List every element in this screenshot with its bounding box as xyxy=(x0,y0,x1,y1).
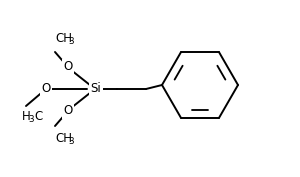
Text: 3: 3 xyxy=(68,138,74,147)
Text: 3: 3 xyxy=(68,38,74,47)
Text: O: O xyxy=(41,82,51,96)
Text: H: H xyxy=(22,110,31,122)
Text: O: O xyxy=(63,104,73,118)
Text: 3: 3 xyxy=(28,115,34,124)
Text: CH: CH xyxy=(55,33,72,45)
Text: CH: CH xyxy=(55,133,72,145)
Text: Si: Si xyxy=(91,82,101,96)
Text: O: O xyxy=(63,61,73,73)
Text: C: C xyxy=(34,110,42,122)
